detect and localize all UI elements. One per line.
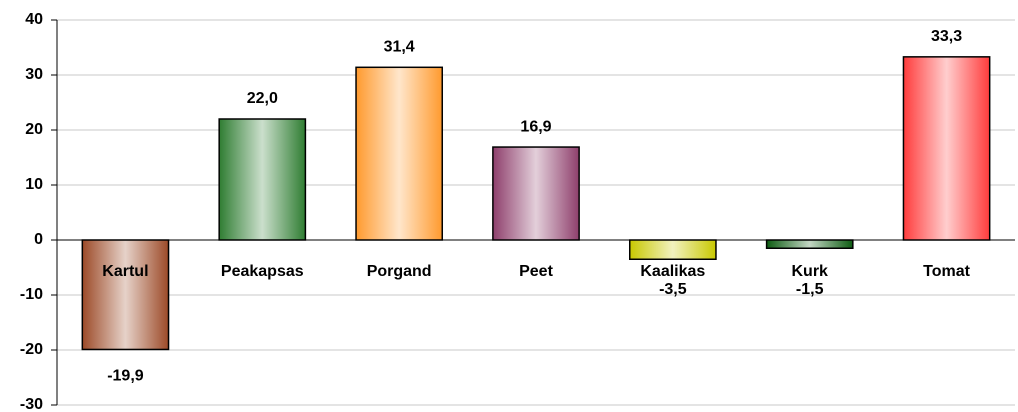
value-label: -19,9: [107, 368, 144, 385]
bar: [81, 239, 170, 351]
y-tick-label: -10: [20, 286, 43, 303]
bar: [218, 118, 307, 241]
y-tick-label: -20: [20, 341, 43, 358]
value-label: -3,5: [659, 281, 687, 298]
x-tick-label: Tomat: [923, 263, 970, 280]
y-tick-label: 0: [34, 231, 43, 248]
bar: [492, 146, 580, 241]
bar: [902, 56, 991, 241]
bar: [355, 66, 444, 241]
value-label: 22,0: [247, 90, 278, 107]
y-tick-label: 30: [25, 66, 43, 83]
y-tick-label: 10: [25, 176, 43, 193]
bar: [628, 239, 717, 260]
x-tick-label: Porgand: [367, 263, 432, 280]
y-tick-label: 40: [25, 11, 43, 28]
x-tick-label: Kurk: [791, 263, 828, 280]
bar: [765, 239, 854, 249]
x-tick-label: Peakapsas: [221, 263, 304, 280]
value-label: -1,5: [796, 281, 824, 298]
y-tick-label: 20: [25, 121, 43, 138]
y-tick-label: -30: [20, 396, 43, 412]
x-tick-label: Kaalikas: [640, 263, 705, 280]
x-tick-label: Peet: [519, 263, 553, 280]
value-label: 16,9: [520, 118, 551, 135]
value-label: 33,3: [931, 28, 962, 45]
x-tick-label: Kartul: [102, 263, 148, 280]
value-label: 31,4: [384, 39, 415, 56]
